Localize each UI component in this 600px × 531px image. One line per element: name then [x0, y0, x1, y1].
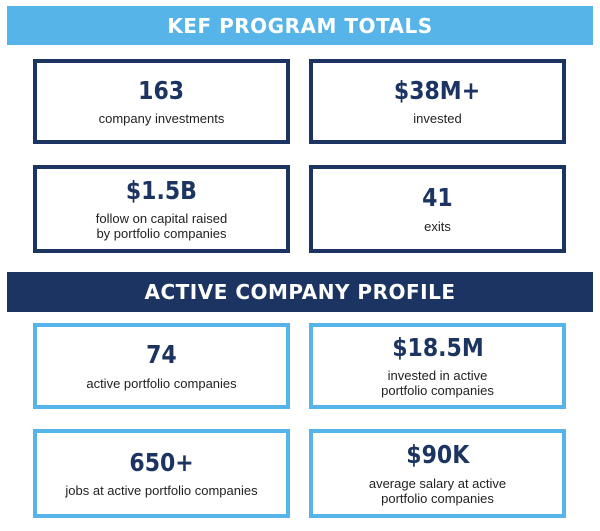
stat-label: invested in active portfolio companies	[381, 368, 494, 399]
stat-card-follow-on-capital: $1.5B follow on capital raised by portfo…	[33, 165, 290, 253]
stat-label: active portfolio companies	[86, 375, 237, 391]
stat-value: 650+	[129, 447, 194, 477]
stat-value: 163	[138, 75, 185, 105]
stat-value: 41	[422, 183, 453, 213]
stat-value: 74	[146, 340, 177, 370]
stat-card-company-investments: 163 company investments	[33, 59, 290, 144]
stat-label: jobs at active portfolio companies	[65, 483, 258, 499]
stat-card-invested-active: $18.5M invested in active portfolio comp…	[309, 323, 566, 409]
stat-card-jobs: 650+ jobs at active portfolio companies	[33, 429, 290, 518]
stat-card-average-salary: $90K average salary at active portfolio …	[309, 429, 566, 518]
stat-value: $90K	[406, 440, 469, 470]
stat-card-invested: $38M+ invested	[309, 59, 566, 144]
stat-value: $38M+	[394, 75, 481, 105]
stat-value: $18.5M	[391, 332, 484, 362]
active-company-profile-heading: ACTIVE COMPANY PROFILE	[7, 272, 593, 312]
stat-label: exits	[424, 218, 451, 234]
stat-label: company investments	[98, 111, 225, 127]
program-totals-heading: KEF PROGRAM TOTALS	[7, 6, 593, 45]
stat-value: $1.5B	[125, 175, 198, 205]
stat-card-active-portfolio-companies: 74 active portfolio companies	[33, 323, 290, 409]
stat-label: follow on capital raised by portfolio co…	[95, 211, 228, 242]
stat-label: average salary at active portfolio compa…	[368, 475, 507, 506]
stat-card-exits: 41 exits	[309, 165, 566, 253]
stat-label: invested	[413, 111, 462, 127]
